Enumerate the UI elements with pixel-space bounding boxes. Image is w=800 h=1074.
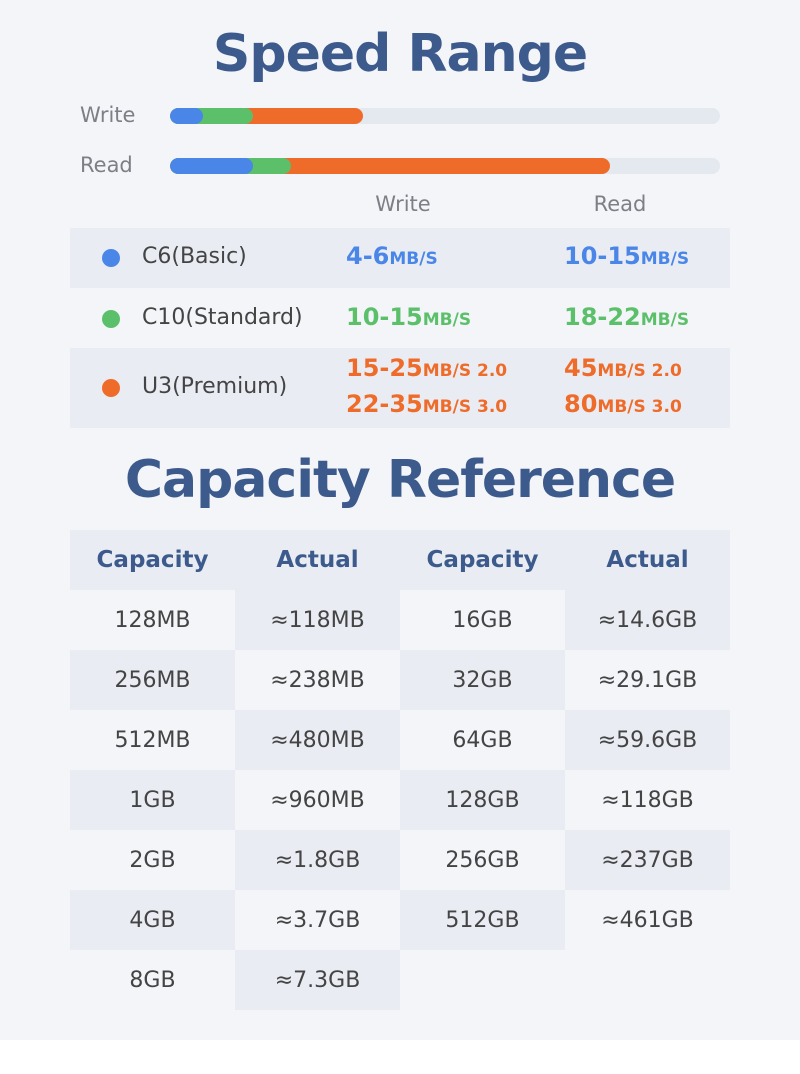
- capacity-cell: 4GB: [70, 890, 235, 950]
- actual-cell: ≈237GB: [565, 830, 730, 890]
- write-speed-value: 4-6MB/S: [346, 242, 438, 270]
- speed-class-name: U3(Premium): [142, 374, 288, 399]
- write-bar-segment-0: [170, 108, 203, 124]
- capacity-cell: 128GB: [400, 770, 565, 830]
- write-bar-label: Write: [80, 103, 136, 127]
- capacity-cell: 64GB: [400, 710, 565, 770]
- write-speed-unit: MB/S: [389, 249, 438, 269]
- actual-cell: ≈3.7GB: [235, 890, 400, 950]
- read-speed-number: 18-22: [564, 303, 641, 331]
- read-bar-label: Read: [80, 153, 133, 177]
- capacity-cell: 256MB: [70, 650, 235, 710]
- actual-cell: ≈14.6GB: [565, 590, 730, 650]
- write-speed-unit: MB/S 3.0: [422, 397, 508, 417]
- read-speed-unit: MB/S: [640, 310, 690, 330]
- actual-cell: ≈7.3GB: [235, 950, 400, 1010]
- capacity-cell: 8GB: [70, 950, 235, 1010]
- class-color-dot: [102, 379, 120, 397]
- read-column-header: Read: [593, 192, 647, 216]
- actual-header: Actual: [235, 530, 400, 590]
- write-speed-bar: [170, 108, 720, 124]
- capacity-header: Capacity: [400, 530, 565, 590]
- capacity-header: Capacity: [70, 530, 235, 590]
- write-speed-number: 22-35: [346, 390, 423, 418]
- actual-cell: ≈461GB: [565, 890, 730, 950]
- bottom-strip: [0, 1040, 800, 1074]
- capacity-cell: [400, 950, 565, 1010]
- speed-class-row: U3(Premium) 15-25MB/S 2.0 22-35MB/S 3.0 45M…: [70, 348, 730, 428]
- actual-cell: ≈238MB: [235, 650, 400, 710]
- capacity-cell: 16GB: [400, 590, 565, 650]
- read-speed-bar: [170, 158, 720, 174]
- write-speed-number: 15-25: [346, 354, 423, 382]
- capacity-cell: 256GB: [400, 830, 565, 890]
- read-speed-value: 80MB/S 3.0: [564, 390, 682, 418]
- speed-class-name: C10(Standard): [142, 305, 303, 330]
- capacity-cell: 512GB: [400, 890, 565, 950]
- actual-cell: ≈118MB: [235, 590, 400, 650]
- read-speed-number: 45: [564, 354, 598, 382]
- capacity-reference-title: Capacity Reference: [124, 450, 676, 510]
- write-speed-value: 22-35MB/S 3.0: [346, 390, 507, 418]
- table-row: 128MB ≈118MB 16GB ≈14.6GB: [70, 590, 730, 650]
- read-speed-value: 10-15MB/S: [564, 242, 689, 270]
- read-speed-unit: MB/S 2.0: [597, 361, 682, 381]
- write-speed-unit: MB/S 2.0: [422, 361, 508, 381]
- actual-cell: ≈118GB: [565, 770, 730, 830]
- actual-cell: ≈480MB: [235, 710, 400, 770]
- speed-class-row: C10(Standard) 10-15MB/S 18-22MB/S: [70, 290, 730, 348]
- write-speed-unit: MB/S: [422, 310, 472, 330]
- capacity-cell: 2GB: [70, 830, 235, 890]
- table-row: 4GB ≈3.7GB 512GB ≈461GB: [70, 890, 730, 950]
- actual-cell: [565, 950, 730, 1010]
- actual-cell: ≈960MB: [235, 770, 400, 830]
- write-speed-number: 4-6: [346, 242, 390, 270]
- capacity-cell: 1GB: [70, 770, 235, 830]
- class-color-dot: [102, 310, 120, 328]
- speed-range-title: Speed Range: [212, 24, 588, 84]
- read-speed-unit: MB/S: [640, 249, 690, 269]
- capacity-cell: 512MB: [70, 710, 235, 770]
- actual-header: Actual: [565, 530, 730, 590]
- read-bar-segment-0: [170, 158, 253, 174]
- capacity-table-header: Capacity Actual Capacity Actual: [70, 530, 730, 590]
- class-color-dot: [102, 249, 120, 267]
- write-column-header: Write: [375, 192, 431, 216]
- actual-cell: ≈59.6GB: [565, 710, 730, 770]
- write-speed-number: 10-15: [346, 303, 423, 331]
- capacity-table: Capacity Actual Capacity Actual 128MB ≈118MB…: [70, 530, 730, 1010]
- read-speed-number: 80: [564, 390, 598, 418]
- table-row: 512MB ≈480MB 64GB ≈59.6GB: [70, 710, 730, 770]
- speed-class-row: C6(Basic) 4-6MB/S 10-15MB/S: [70, 228, 730, 288]
- capacity-cell: 32GB: [400, 650, 565, 710]
- capacity-cell: 128MB: [70, 590, 235, 650]
- read-speed-unit: MB/S 3.0: [597, 397, 682, 417]
- table-row: 2GB ≈1.8GB 256GB ≈237GB: [70, 830, 730, 890]
- actual-cell: ≈1.8GB: [235, 830, 400, 890]
- read-speed-number: 10-15: [564, 242, 641, 270]
- write-speed-value: 15-25MB/S 2.0: [346, 354, 507, 382]
- speed-class-name: C6(Basic): [142, 244, 247, 269]
- read-speed-value: 18-22MB/S: [564, 303, 689, 331]
- read-speed-value: 45MB/S 2.0: [564, 354, 682, 382]
- write-speed-value: 10-15MB/S: [346, 303, 471, 331]
- actual-cell: ≈29.1GB: [565, 650, 730, 710]
- table-row: 8GB ≈7.3GB: [70, 950, 730, 1010]
- table-row: 1GB ≈960MB 128GB ≈118GB: [70, 770, 730, 830]
- table-row: 256MB ≈238MB 32GB ≈29.1GB: [70, 650, 730, 710]
